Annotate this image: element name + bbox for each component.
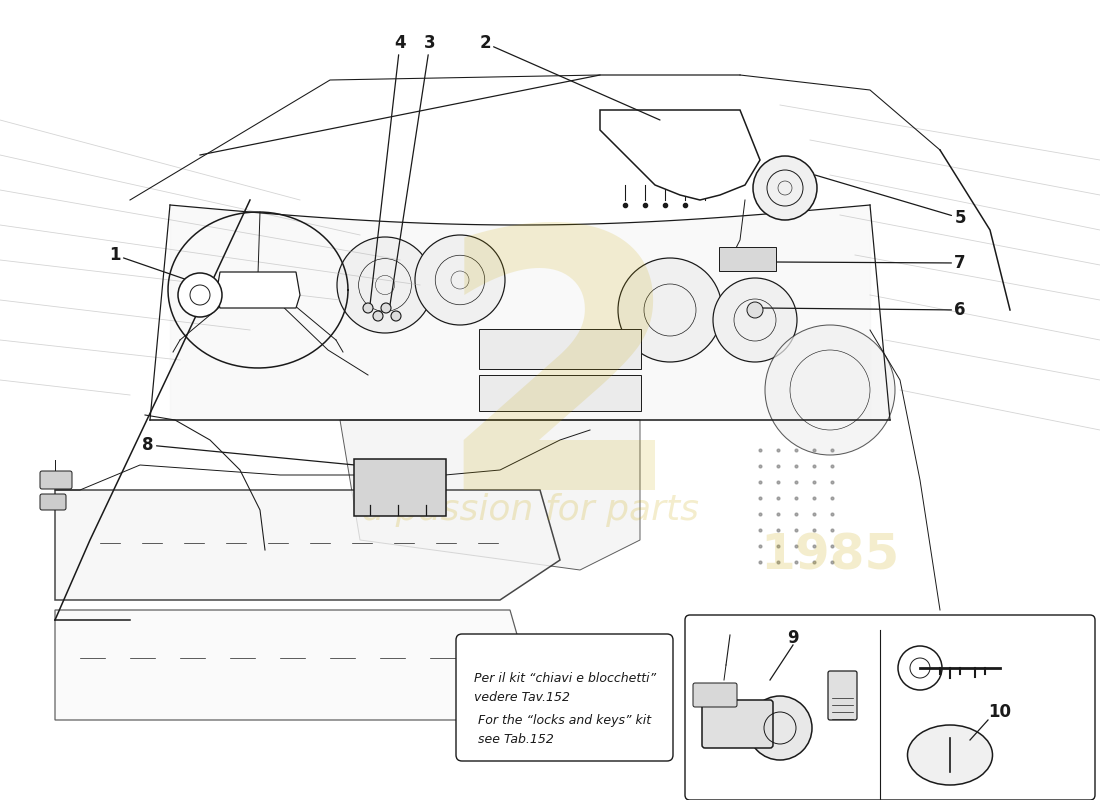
FancyBboxPatch shape: [40, 471, 72, 489]
Circle shape: [178, 273, 222, 317]
Polygon shape: [340, 420, 640, 570]
Circle shape: [747, 302, 763, 318]
Polygon shape: [216, 272, 300, 308]
FancyBboxPatch shape: [354, 459, 446, 516]
Polygon shape: [55, 490, 560, 600]
Circle shape: [381, 303, 390, 313]
FancyBboxPatch shape: [40, 494, 66, 510]
Circle shape: [390, 311, 402, 321]
Text: Per il kit “chiavi e blocchetti”
vedere Tav.152: Per il kit “chiavi e blocchetti” vedere …: [474, 672, 656, 704]
Text: 1: 1: [109, 246, 202, 285]
Circle shape: [754, 156, 817, 220]
Polygon shape: [600, 110, 760, 200]
Text: 10: 10: [989, 703, 1012, 721]
Text: For the “locks and keys” kit
see Tab.152: For the “locks and keys” kit see Tab.152: [478, 714, 651, 746]
Circle shape: [415, 235, 505, 325]
Circle shape: [337, 237, 433, 333]
Text: 9: 9: [788, 629, 799, 647]
Circle shape: [764, 325, 895, 455]
Text: 1985: 1985: [760, 531, 900, 579]
Circle shape: [373, 311, 383, 321]
Circle shape: [713, 278, 798, 362]
FancyBboxPatch shape: [719, 247, 775, 271]
Text: 5: 5: [815, 175, 966, 227]
Circle shape: [363, 303, 373, 313]
Text: 8: 8: [142, 436, 355, 465]
Text: a passion for parts: a passion for parts: [362, 493, 698, 527]
FancyBboxPatch shape: [685, 615, 1094, 800]
Circle shape: [748, 696, 812, 760]
FancyBboxPatch shape: [478, 375, 641, 411]
FancyBboxPatch shape: [693, 683, 737, 707]
Ellipse shape: [908, 725, 992, 785]
Text: 6: 6: [762, 301, 966, 319]
Circle shape: [618, 258, 722, 362]
Text: 4: 4: [370, 34, 406, 305]
Text: 2: 2: [434, 215, 685, 565]
Polygon shape: [55, 610, 530, 720]
Text: 2: 2: [480, 34, 660, 120]
FancyBboxPatch shape: [702, 700, 773, 748]
FancyBboxPatch shape: [478, 329, 641, 369]
Text: 7: 7: [776, 254, 966, 272]
FancyBboxPatch shape: [828, 671, 857, 720]
FancyBboxPatch shape: [456, 634, 673, 761]
Text: 3: 3: [390, 34, 436, 305]
